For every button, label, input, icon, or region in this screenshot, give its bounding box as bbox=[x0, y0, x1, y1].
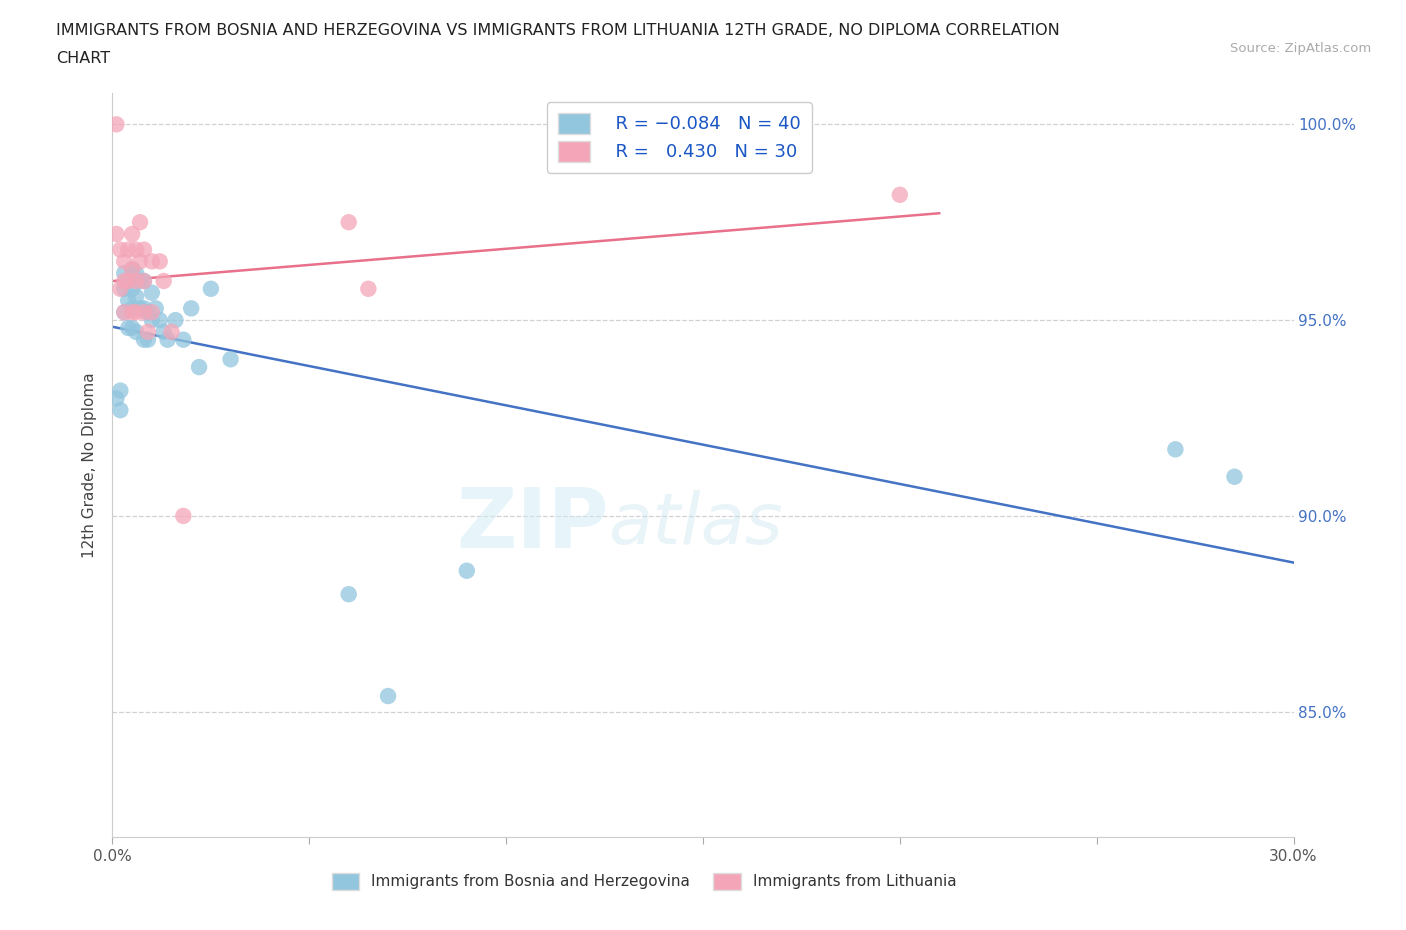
Point bbox=[141, 305, 163, 320]
Point bbox=[117, 242, 139, 257]
Point bbox=[456, 564, 478, 578]
Point bbox=[110, 282, 132, 297]
Point bbox=[152, 273, 174, 288]
Point bbox=[172, 509, 194, 524]
Point bbox=[121, 305, 143, 320]
Point bbox=[132, 305, 155, 320]
Point bbox=[132, 273, 155, 288]
Point bbox=[105, 391, 128, 405]
Point bbox=[110, 403, 132, 418]
Point bbox=[105, 227, 128, 242]
Text: CHART: CHART bbox=[56, 51, 110, 66]
Text: atlas: atlas bbox=[609, 490, 783, 559]
Point bbox=[112, 305, 135, 320]
Point bbox=[132, 242, 155, 257]
Point bbox=[112, 282, 135, 297]
Point bbox=[121, 301, 143, 316]
Point bbox=[121, 261, 143, 276]
Point bbox=[129, 254, 152, 269]
Point bbox=[149, 254, 172, 269]
Point bbox=[132, 273, 155, 288]
Point bbox=[136, 305, 159, 320]
Point bbox=[377, 688, 399, 703]
Point bbox=[112, 254, 135, 269]
Text: ZIP: ZIP bbox=[456, 484, 609, 565]
Point bbox=[105, 117, 128, 132]
Point bbox=[219, 352, 242, 366]
Point bbox=[136, 332, 159, 347]
Point bbox=[125, 242, 148, 257]
Point bbox=[1164, 442, 1187, 457]
Point bbox=[165, 312, 187, 327]
Point bbox=[125, 273, 148, 288]
Point bbox=[357, 282, 380, 297]
Point bbox=[132, 332, 155, 347]
Point bbox=[1223, 470, 1246, 485]
Text: IMMIGRANTS FROM BOSNIA AND HERZEGOVINA VS IMMIGRANTS FROM LITHUANIA 12TH GRADE, : IMMIGRANTS FROM BOSNIA AND HERZEGOVINA V… bbox=[56, 23, 1060, 38]
Point bbox=[112, 305, 135, 320]
Point bbox=[136, 325, 159, 339]
Point bbox=[121, 282, 143, 297]
Point bbox=[200, 282, 222, 297]
Y-axis label: 12th Grade, No Diploma: 12th Grade, No Diploma bbox=[82, 372, 97, 558]
Point bbox=[121, 261, 143, 276]
Point bbox=[125, 305, 148, 320]
Point bbox=[125, 266, 148, 281]
Point bbox=[125, 325, 148, 339]
Point bbox=[125, 289, 148, 304]
Point bbox=[132, 301, 155, 316]
Point bbox=[117, 273, 139, 288]
Point bbox=[156, 332, 179, 347]
Point bbox=[160, 325, 183, 339]
Point bbox=[141, 254, 163, 269]
Point bbox=[141, 286, 163, 300]
Point bbox=[110, 383, 132, 398]
Point bbox=[121, 227, 143, 242]
Point bbox=[180, 301, 202, 316]
Point bbox=[145, 301, 167, 316]
Point bbox=[889, 187, 911, 202]
Text: Source: ZipAtlas.com: Source: ZipAtlas.com bbox=[1230, 42, 1371, 55]
Point bbox=[152, 325, 174, 339]
Point bbox=[337, 215, 360, 230]
Point bbox=[129, 273, 152, 288]
Point bbox=[110, 242, 132, 257]
Point bbox=[121, 321, 143, 336]
Point bbox=[129, 215, 152, 230]
Point bbox=[149, 312, 172, 327]
Point bbox=[172, 332, 194, 347]
Point bbox=[141, 312, 163, 327]
Point bbox=[117, 273, 139, 288]
Point bbox=[112, 266, 135, 281]
Point bbox=[117, 293, 139, 308]
Point bbox=[337, 587, 360, 602]
Legend: Immigrants from Bosnia and Herzegovina, Immigrants from Lithuania: Immigrants from Bosnia and Herzegovina, … bbox=[325, 867, 963, 897]
Point bbox=[129, 301, 152, 316]
Point bbox=[112, 273, 135, 288]
Point bbox=[188, 360, 211, 375]
Point bbox=[117, 321, 139, 336]
